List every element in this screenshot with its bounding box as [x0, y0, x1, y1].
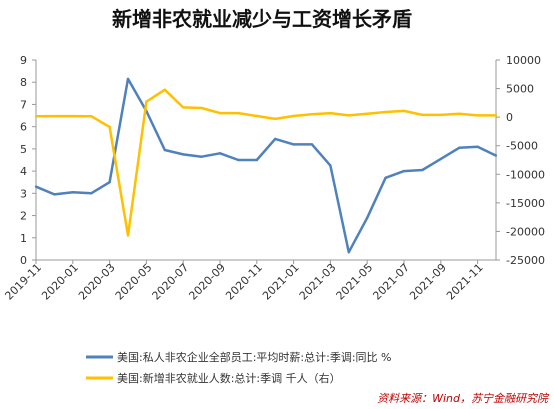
legend-label-payrolls: 美国:新增非农就业人数:总计:季调 千人（右） — [117, 371, 341, 385]
right-tick-label: 5000 — [506, 83, 534, 96]
series-lines — [34, 77, 498, 254]
axes — [35, 60, 497, 261]
data-point-hourly-wage-yoy — [458, 146, 461, 149]
data-point-hourly-wage-yoy — [329, 164, 332, 167]
left-tick-label: 6 — [20, 121, 27, 134]
x-tick-label: 2021-05 — [334, 261, 376, 303]
data-point-nonfarm-payrolls — [458, 112, 461, 115]
right-tick-label: -25000 — [506, 254, 545, 267]
data-point-hourly-wage-yoy — [274, 137, 277, 141]
left-tick-label: 2 — [20, 210, 27, 223]
data-point-nonfarm-payrolls — [384, 110, 387, 114]
right-tick-label: -10000 — [506, 168, 545, 181]
right-tick-label: 0 — [506, 111, 513, 124]
data-point-nonfarm-payrolls — [255, 114, 258, 118]
data-point-nonfarm-payrolls — [274, 117, 277, 121]
right-tick-label: -20000 — [506, 225, 545, 238]
data-point-nonfarm-payrolls — [108, 125, 111, 129]
data-point-hourly-wage-yoy — [421, 168, 424, 172]
left-axis-ticks: 0 1 2 3 4 5 6 7 8 9 — [20, 54, 36, 267]
data-point-hourly-wage-yoy — [347, 251, 350, 254]
data-point-hourly-wage-yoy — [366, 216, 369, 219]
data-point-nonfarm-payrolls — [439, 113, 442, 117]
data-point-nonfarm-payrolls — [329, 111, 332, 115]
data-point-hourly-wage-yoy — [71, 191, 75, 194]
data-point-nonfarm-payrolls — [347, 114, 350, 117]
data-point-hourly-wage-yoy — [182, 153, 185, 156]
data-point-hourly-wage-yoy — [255, 158, 258, 162]
source-note: 资料来源：Wind，苏宁金融研究院 — [377, 392, 550, 405]
data-point-nonfarm-payrolls — [310, 113, 314, 116]
data-point-hourly-wage-yoy — [163, 148, 166, 152]
data-point-hourly-wage-yoy — [126, 77, 130, 81]
data-point-nonfarm-payrolls — [421, 113, 424, 117]
data-point-hourly-wage-yoy — [90, 192, 93, 195]
x-tick-label: 2021-11 — [444, 261, 486, 303]
data-point-nonfarm-payrolls — [292, 114, 295, 118]
series-line-hourly-wage-yoy — [35, 77, 497, 254]
data-point-nonfarm-payrolls — [402, 109, 406, 113]
x-tick-label: 2021-07 — [370, 261, 412, 303]
data-point-hourly-wage-yoy — [34, 185, 38, 188]
left-tick-label: 5 — [20, 143, 27, 156]
data-point-nonfarm-payrolls — [366, 112, 369, 115]
data-point-hourly-wage-yoy — [218, 152, 222, 155]
data-point-nonfarm-payrolls — [237, 111, 240, 115]
data-point-hourly-wage-yoy — [402, 169, 406, 173]
x-tick-label: 2021-01 — [260, 261, 302, 303]
x-tick-label: 2020-07 — [150, 261, 192, 303]
data-point-nonfarm-payrolls — [90, 114, 93, 118]
data-point-hourly-wage-yoy — [200, 155, 203, 158]
x-axis-ticks: 2019-112020-012020-032020-052020-072020-… — [2, 260, 486, 303]
data-point-hourly-wage-yoy — [53, 193, 56, 196]
x-tick-label: 2019-11 — [2, 261, 44, 303]
data-point-hourly-wage-yoy — [494, 154, 498, 157]
right-tick-label: -15000 — [506, 197, 545, 210]
data-point-nonfarm-payrolls — [163, 88, 166, 91]
left-tick-label: 3 — [20, 187, 27, 200]
data-point-hourly-wage-yoy — [292, 143, 295, 146]
left-tick-label: 8 — [20, 76, 27, 89]
data-point-nonfarm-payrolls — [126, 234, 130, 237]
data-point-nonfarm-payrolls — [200, 106, 203, 110]
left-tick-label: 1 — [20, 232, 27, 245]
left-tick-label: 7 — [20, 98, 27, 111]
data-point-nonfarm-payrolls — [34, 115, 38, 118]
x-tick-label: 2020-03 — [76, 261, 118, 303]
data-point-hourly-wage-yoy — [439, 157, 442, 161]
data-point-hourly-wage-yoy — [310, 143, 314, 146]
x-tick-label: 2020-05 — [113, 261, 155, 303]
chart-title: 新增非农就业减少与工资增长矛盾 — [112, 7, 412, 31]
right-axis-ticks: 10000 5000 0 -5000 -10000 -15000 -20000 -25000 — [496, 54, 545, 267]
data-point-hourly-wage-yoy — [108, 181, 111, 184]
x-tick-label: 2021-09 — [407, 261, 449, 303]
data-point-hourly-wage-yoy — [237, 158, 240, 162]
right-tick-label: -5000 — [506, 140, 538, 153]
left-tick-label: 4 — [20, 165, 27, 178]
data-point-hourly-wage-yoy — [476, 145, 479, 148]
data-point-hourly-wage-yoy — [384, 176, 387, 179]
left-tick-label: 9 — [20, 54, 27, 67]
legend: 美国:私人非农企业全部员工:平均时薪:总计:季调:同比 % 美国:新增非农就业人… — [86, 350, 391, 385]
data-point-nonfarm-payrolls — [182, 106, 185, 109]
right-tick-label: 10000 — [506, 54, 541, 67]
x-tick-label: 2020-11 — [223, 261, 265, 303]
legend-label-wage: 美国:私人非农企业全部员工:平均时薪:总计:季调:同比 % — [117, 350, 391, 364]
data-point-nonfarm-payrolls — [476, 114, 479, 117]
data-point-nonfarm-payrolls — [218, 111, 222, 115]
x-tick-label: 2020-09 — [186, 261, 228, 303]
data-point-nonfarm-payrolls — [53, 114, 56, 118]
data-point-nonfarm-payrolls — [145, 100, 148, 103]
data-point-nonfarm-payrolls — [494, 114, 498, 117]
left-tick-label: 0 — [20, 254, 27, 267]
series-line-nonfarm-payrolls — [35, 88, 496, 237]
data-point-nonfarm-payrolls — [71, 114, 75, 118]
x-tick-label: 2020-01 — [39, 261, 81, 303]
x-tick-label: 2021-03 — [297, 261, 339, 303]
